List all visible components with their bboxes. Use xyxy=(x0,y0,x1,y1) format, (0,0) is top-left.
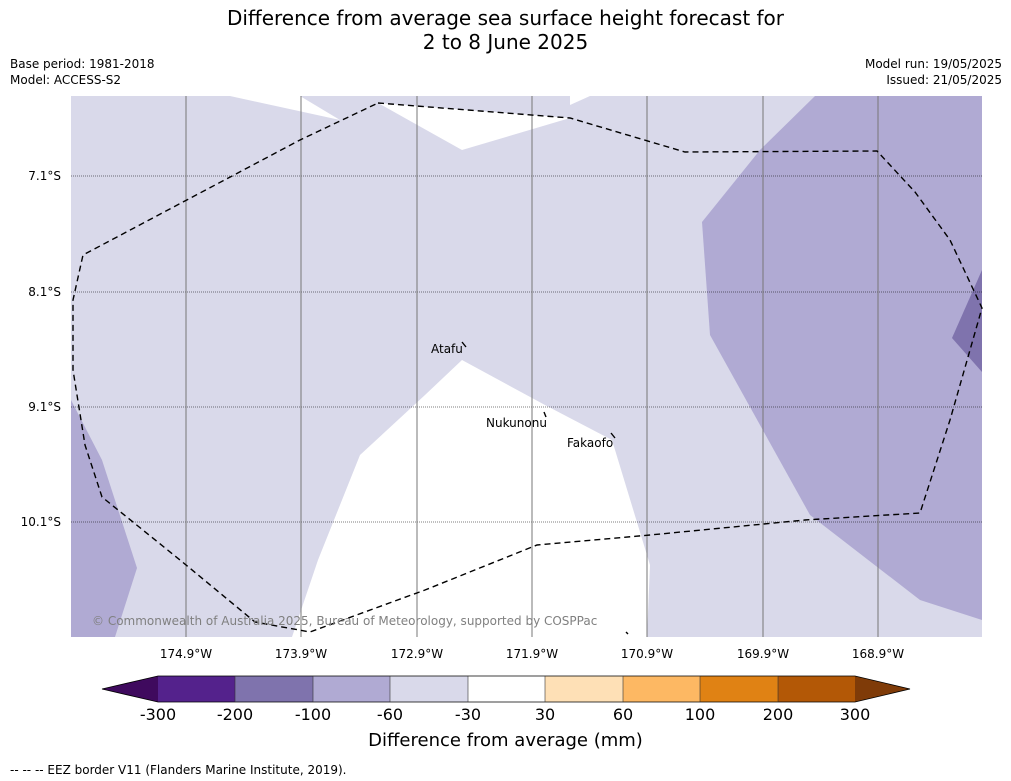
lat-label: 7.1°S xyxy=(28,169,61,183)
colorbar-tick: -200 xyxy=(216,705,254,724)
colorbar-tick: 100 xyxy=(684,705,716,724)
colorbar-bin xyxy=(390,676,468,702)
map-area xyxy=(71,96,982,637)
anomaly-band-minus60-minus100-east xyxy=(702,96,982,620)
colorbar-bin xyxy=(313,676,390,702)
colorbar-bin xyxy=(235,676,313,702)
place-label-atafu: Atafu xyxy=(431,342,463,356)
colorbar-label: Difference from average (mm) xyxy=(368,730,643,751)
map-title-line2: 2 to 8 June 2025 xyxy=(422,30,589,54)
anomaly-band-minus60-minus100-southwest xyxy=(71,400,137,637)
island-fakaofo xyxy=(610,432,616,439)
colorbar-tick: -300 xyxy=(139,705,177,724)
colorbar-tick: 200 xyxy=(762,705,794,724)
lon-label: 168.9°W xyxy=(851,647,905,661)
colorbar-tick: 300 xyxy=(839,705,871,724)
island-atafu xyxy=(461,341,467,348)
colorbar-tick: 60 xyxy=(612,705,634,724)
island-swains xyxy=(625,631,629,635)
near-average-strip-top-left xyxy=(230,96,340,120)
lat-label: 9.1°S xyxy=(28,400,61,414)
colorbar-bin xyxy=(545,676,623,702)
lon-label: 174.9°W xyxy=(159,647,213,661)
lat-label: 8.1°S xyxy=(28,285,61,299)
copyright-text: © Commonwealth of Australia 2025, Bureau… xyxy=(92,614,598,628)
colorbar-tick: -100 xyxy=(294,705,332,724)
anomaly-band-minus100-minus200 xyxy=(952,270,982,372)
colorbar-bin xyxy=(158,676,235,702)
colorbar-bin xyxy=(623,676,700,702)
lon-label: 172.9°W xyxy=(390,647,444,661)
info-left: Base period: 1981-2018 Model: ACCESS-S2 xyxy=(10,56,155,88)
issued-text: Issued: 21/05/2025 xyxy=(886,73,1002,87)
lon-label: 173.9°W xyxy=(274,647,328,661)
model-text: Model: ACCESS-S2 xyxy=(10,73,122,87)
lon-label: 169.9°W xyxy=(736,647,790,661)
longitude-gridlines xyxy=(185,96,879,637)
colorbar-tick: -60 xyxy=(376,705,404,724)
colorbar-bin xyxy=(778,676,855,702)
info-right: Model run: 19/05/2025 Issued: 21/05/2025 xyxy=(865,56,1002,88)
place-label-fakaofo: Fakaofo xyxy=(567,436,614,450)
eez-legend-note: -- -- -- EEZ border V11 (Flanders Marine… xyxy=(10,763,347,777)
near-average-region-south xyxy=(292,360,650,637)
lon-label: 170.9°W xyxy=(620,647,674,661)
colorbar-extend-low xyxy=(102,676,158,702)
place-label-nukunonu: Nukunonu xyxy=(486,416,547,430)
colorbar-bin xyxy=(700,676,778,702)
lat-label: 10.1°S xyxy=(20,515,61,529)
colorbar-tick: 30 xyxy=(534,705,556,724)
eez-border xyxy=(72,102,983,633)
map-title-line1: Difference from average sea surface heig… xyxy=(226,6,785,30)
near-average-strip-top-right xyxy=(570,96,590,105)
colorbar-bin xyxy=(468,676,545,702)
island-nukunonu xyxy=(543,411,547,418)
colorbar xyxy=(101,675,911,703)
base-period-text: Base period: 1981-2018 xyxy=(10,57,155,71)
colorbar-tick: -30 xyxy=(454,705,482,724)
colorbar-extend-high xyxy=(855,676,910,702)
model-run-text: Model run: 19/05/2025 xyxy=(864,57,1002,71)
lon-label: 171.9°W xyxy=(505,647,559,661)
